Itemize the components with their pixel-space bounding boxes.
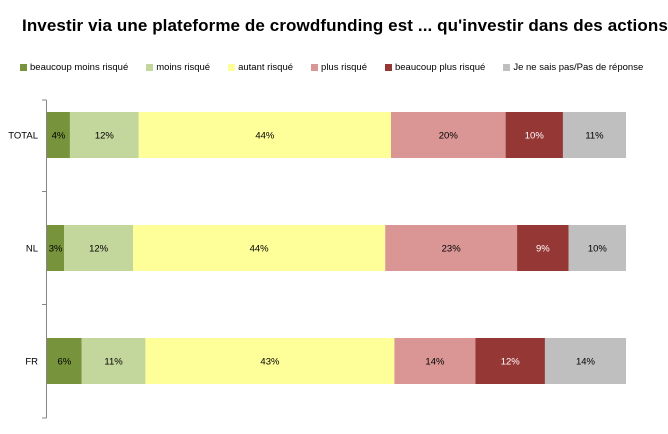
- bar-segment: [81, 338, 146, 384]
- legend-label: beaucoup plus risqué: [394, 61, 486, 73]
- data-label: 4%: [52, 131, 66, 142]
- legend-item: plus risqué: [311, 62, 367, 73]
- data-label: 6%: [58, 357, 72, 368]
- data-label: 14%: [576, 357, 596, 368]
- bar-segment: [505, 112, 563, 158]
- data-label: 10%: [525, 131, 545, 142]
- legend-label: plus risqué: [321, 61, 367, 73]
- bar-segment: [47, 112, 70, 158]
- legend-item: autant risqué: [228, 62, 293, 73]
- bar-segment: [568, 225, 626, 271]
- legend-item: beaucoup plus risqué: [384, 61, 486, 73]
- data-label: 12%: [501, 357, 521, 368]
- legend-label: Je ne sais pas/Pas de réponse: [513, 61, 644, 73]
- legend-label: autant risqué: [238, 61, 294, 73]
- bar-segment: [394, 338, 476, 384]
- legend-swatch: [146, 63, 154, 71]
- data-label: 12%: [95, 131, 115, 142]
- data-label: 43%: [260, 357, 280, 368]
- legend-swatch: [311, 63, 319, 71]
- bar-segment: [132, 225, 386, 271]
- legend-label: moins risqué: [156, 61, 211, 73]
- data-label: 20%: [439, 131, 459, 142]
- bar-segment: [475, 338, 545, 384]
- legend-swatch: [228, 63, 236, 71]
- data-label: 9%: [536, 244, 550, 255]
- bar-segment: [517, 225, 569, 271]
- bar-segment: [385, 225, 518, 271]
- bar-segment: [47, 225, 65, 271]
- legend-item: moins risqué: [146, 62, 210, 73]
- legend-swatch: [503, 63, 511, 71]
- bar-segment: [544, 338, 626, 384]
- category-label: TOTAL: [8, 131, 38, 142]
- data-label: 14%: [425, 357, 445, 368]
- category-label: FR: [25, 357, 38, 368]
- bar-segment: [64, 225, 133, 271]
- data-label: 44%: [255, 131, 275, 142]
- bar-segment: [47, 338, 82, 384]
- legend-swatch: [384, 63, 392, 71]
- data-label: 3%: [49, 244, 63, 255]
- data-label: 11%: [104, 357, 123, 368]
- data-label: 23%: [442, 244, 462, 255]
- legend: beaucoup moins risqué moins risqué autant …: [20, 60, 661, 74]
- data-label: 10%: [588, 244, 608, 255]
- bar-segment: [138, 112, 391, 158]
- legend-swatch: [20, 63, 27, 71]
- bar-segment: [145, 338, 395, 384]
- legend-label: beaucoup moins risqué: [30, 61, 129, 73]
- data-label: 44%: [250, 244, 270, 255]
- bar-segment: [562, 112, 626, 158]
- legend-item: Je ne sais pas/Pas de réponse: [503, 62, 643, 73]
- bar-segment: [69, 112, 139, 158]
- legend-item: beaucoup moins risqué: [20, 62, 128, 73]
- bar-segment: [390, 112, 506, 158]
- data-label: 12%: [89, 244, 109, 255]
- data-label: 11%: [585, 131, 604, 142]
- category-label: NL: [26, 244, 38, 255]
- chart-title: Investir via une plateforme de crowdfund…: [22, 16, 668, 35]
